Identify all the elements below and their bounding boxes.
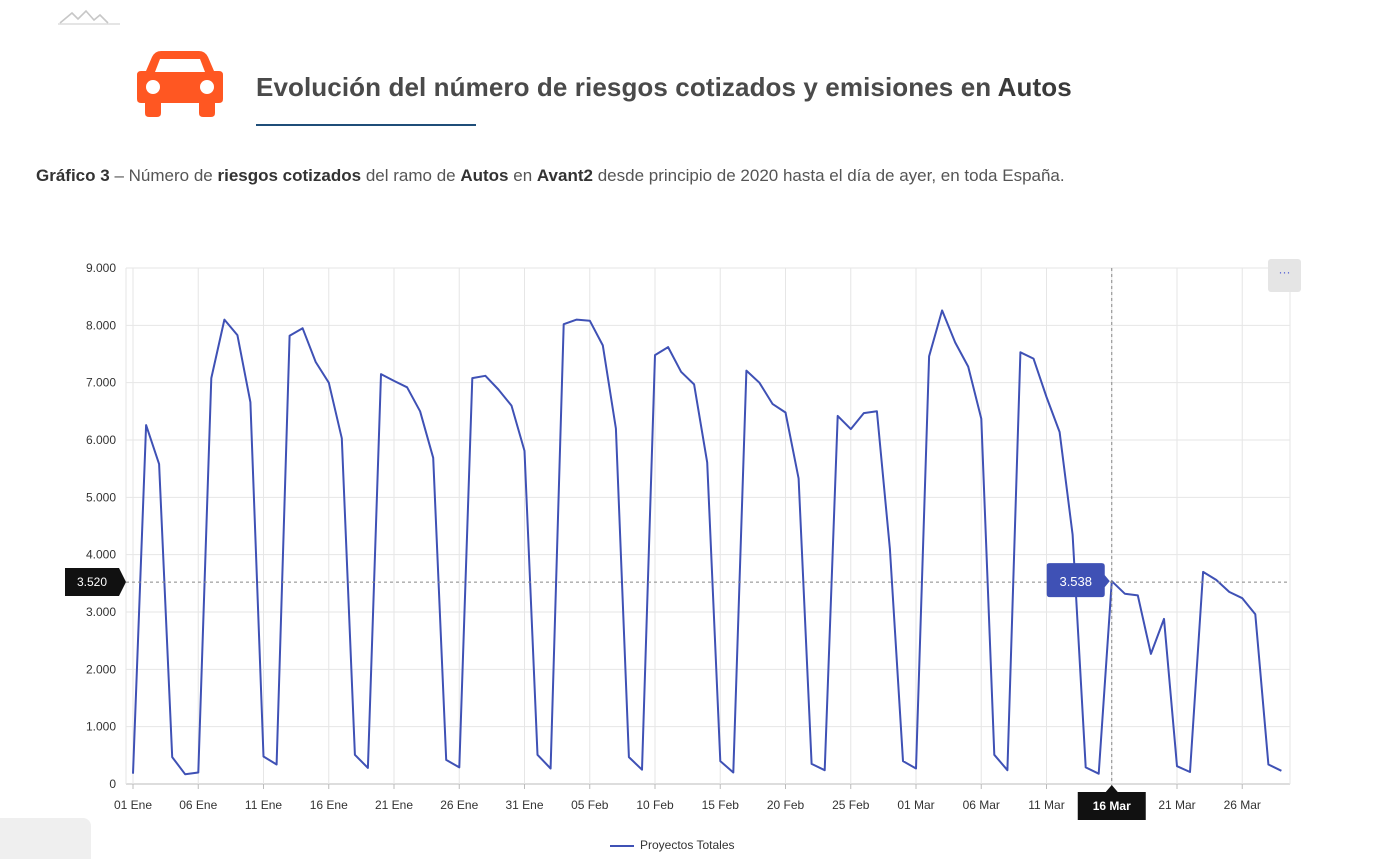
legend-label: Proyectos Totales bbox=[640, 838, 735, 852]
caption-label: Gráfico 3 bbox=[36, 166, 110, 185]
caption-bold-2: Autos bbox=[460, 166, 509, 185]
side-panel bbox=[0, 818, 91, 859]
caption-bold-1: riesgos cotizados bbox=[217, 166, 362, 185]
crosshair-x-label-box bbox=[1077, 785, 1146, 820]
page-title: Evolución del número de riesgos cotizado… bbox=[256, 72, 1072, 103]
x-tick-label: 06 Ene bbox=[179, 798, 217, 812]
x-tick-label: 20 Feb bbox=[767, 798, 805, 812]
chart-legend[interactable]: Proyectos Totales bbox=[610, 838, 735, 852]
caption-text-3: en bbox=[513, 166, 533, 185]
caption-bold-3: Avant2 bbox=[536, 166, 593, 185]
y-tick-label: 8.000 bbox=[86, 318, 116, 332]
x-tick-label: 01 Ene bbox=[114, 798, 152, 812]
y-axis-ticks: 0 1.000 2.000 3.000 4.000 5.000 6.000 7.000 8.00… bbox=[86, 261, 116, 791]
x-tick-label: 01 Mar bbox=[897, 798, 934, 812]
y-tick-label: 9.000 bbox=[86, 261, 116, 275]
x-tick-label: 21 Ene bbox=[375, 798, 413, 812]
caption-text-4: desde principio de 2020 hasta el día de … bbox=[597, 166, 1065, 185]
caption-text-2: del ramo de bbox=[365, 166, 456, 185]
car-icon bbox=[137, 51, 223, 117]
x-tick-label: 15 Feb bbox=[702, 798, 740, 812]
point-tooltip-label: 3.538 bbox=[1059, 574, 1092, 589]
x-tick-label: 11 Mar bbox=[1028, 798, 1064, 812]
point-tooltip-box bbox=[1046, 563, 1110, 598]
chart-menu-button[interactable]: ··· bbox=[1268, 259, 1301, 292]
y-tick-label: 4.000 bbox=[86, 548, 116, 562]
x-tick-label: 21 Mar bbox=[1158, 798, 1195, 812]
title-prefix: Evolución del número de riesgos cotizado… bbox=[256, 72, 992, 102]
chart-grid bbox=[125, 267, 1291, 789]
series-group bbox=[132, 309, 1282, 776]
legend-swatch bbox=[610, 844, 634, 847]
x-tick-label: 11 Ene bbox=[245, 798, 282, 812]
mountain-logo-icon bbox=[58, 9, 120, 25]
title-bold: Autos bbox=[997, 72, 1072, 102]
x-tick-label: 10 Feb bbox=[636, 798, 674, 812]
y-tick-label: 1.000 bbox=[86, 720, 116, 734]
y-tick-label: 5.000 bbox=[86, 490, 116, 504]
y-tick-label: 6.000 bbox=[86, 433, 116, 447]
x-tick-label: 25 Feb bbox=[832, 798, 870, 812]
chart-caption: Gráfico 3 – Número de riesgos cotizados … bbox=[36, 166, 1065, 186]
y-tick-label: 2.000 bbox=[86, 662, 116, 676]
y-tick-label: 3.000 bbox=[86, 605, 116, 619]
caption-text-1: Número de bbox=[128, 166, 213, 185]
x-tick-label: 26 Ene bbox=[440, 798, 478, 812]
x-axis-ticks: 01 Ene 06 Ene 11 Ene 16 Ene 21 Ene 26 Ene 31 E… bbox=[114, 798, 1261, 812]
x-tick-label: 26 Mar bbox=[1224, 798, 1261, 812]
series-line-proyectos-totales bbox=[132, 309, 1282, 776]
x-tick-label: 31 Ene bbox=[505, 798, 543, 812]
x-tick-label: 16 Ene bbox=[310, 798, 348, 812]
crosshair: 3.520 16 Mar 3.538 bbox=[65, 268, 1290, 820]
title-underline bbox=[256, 124, 476, 126]
x-tick-label: 05 Feb bbox=[571, 798, 609, 812]
caption-dash: – bbox=[114, 166, 124, 185]
y-tick-label: 7.000 bbox=[86, 376, 116, 390]
x-tick-label: 06 Mar bbox=[963, 798, 1000, 812]
crosshair-y-label-box bbox=[65, 568, 126, 596]
y-tick-label: 0 bbox=[109, 777, 116, 791]
crosshair-y-label: 3.520 bbox=[77, 575, 107, 589]
crosshair-x-label: 16 Mar bbox=[1093, 799, 1131, 813]
